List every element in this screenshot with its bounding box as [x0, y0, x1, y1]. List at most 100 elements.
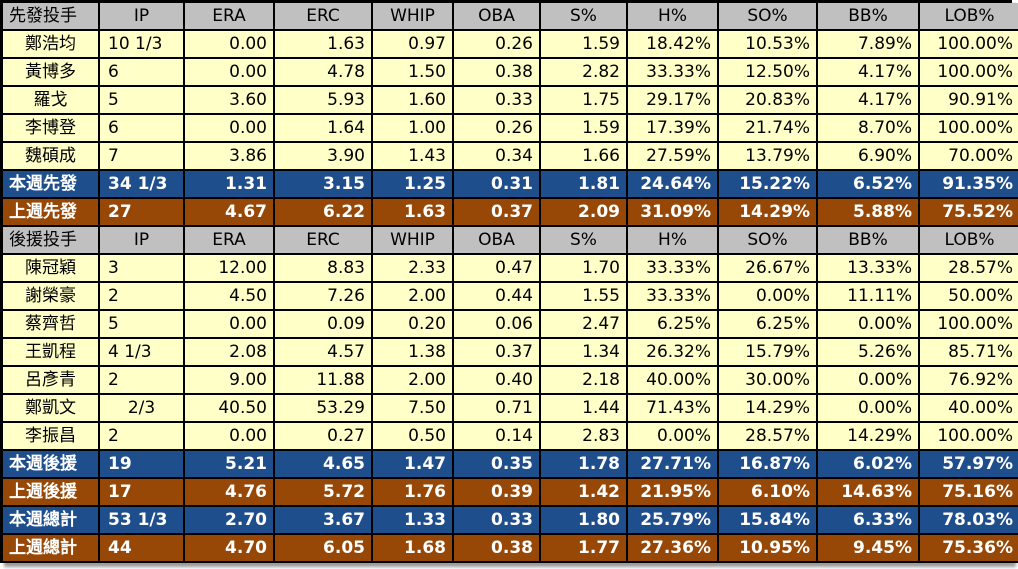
stat-cell-lob: 50.00% [920, 283, 1018, 311]
stat-cell-ip: 3 [100, 255, 185, 283]
stat-cell-so: 14.29% [719, 199, 818, 227]
column-header: IP [100, 3, 185, 31]
table-row: 李振昌 2 0.00 0.27 0.50 0.14 2.83 0.00% 28.57% 14.29… [3, 423, 1018, 451]
stat-cell-era: 5.21 [185, 451, 275, 479]
stat-cell-oba: 0.33 [454, 87, 541, 115]
row-label: 黃博多 [3, 59, 100, 87]
stat-cell-ip: 44 [100, 535, 185, 563]
table-row: 呂彥青 2 9.00 11.88 2.00 0.40 2.18 40.00% 30.00% 0.0… [3, 367, 1018, 395]
stat-cell-erc: 11.88 [275, 367, 373, 395]
stat-cell-so: 12.50% [719, 59, 818, 87]
stat-cell-era: 12.00 [185, 255, 275, 283]
stat-cell-h: 31.09% [628, 199, 719, 227]
stat-cell-h: 0.00% [628, 423, 719, 451]
row-label: 王凱程 [3, 339, 100, 367]
stat-cell-erc: 5.72 [275, 479, 373, 507]
stat-cell-s: 1.44 [541, 395, 628, 423]
stat-cell-s: 2.83 [541, 423, 628, 451]
stat-cell-bb: 0.00% [818, 367, 920, 395]
stat-cell-lob: 70.00% [920, 143, 1018, 171]
stat-cell-era: 2.08 [185, 339, 275, 367]
stat-cell-whip: 2.00 [373, 283, 454, 311]
stat-cell-oba: 0.31 [454, 171, 541, 199]
stat-cell-oba: 0.44 [454, 283, 541, 311]
stat-cell-lob: 76.92% [920, 367, 1018, 395]
row-label: 蔡齊哲 [3, 311, 100, 339]
stat-cell-so: 14.29% [719, 395, 818, 423]
stat-cell-whip: 1.50 [373, 59, 454, 87]
stat-cell-bb: 6.02% [818, 451, 920, 479]
stat-cell-whip: 0.97 [373, 31, 454, 59]
stat-cell-lob: 75.36% [920, 535, 1018, 563]
column-header: OBA [454, 3, 541, 31]
stat-cell-bb: 0.00% [818, 395, 920, 423]
row-label: 李振昌 [3, 423, 100, 451]
stat-cell-bb: 5.26% [818, 339, 920, 367]
stat-cell-whip: 1.38 [373, 339, 454, 367]
table-row: 鄭凱文 2/3 40.50 53.29 7.50 0.71 1.44 71.43% 14.29%… [3, 395, 1018, 423]
stat-cell-oba: 0.26 [454, 31, 541, 59]
stat-cell-bb: 4.17% [818, 87, 920, 115]
stat-cell-bb: 13.33% [818, 255, 920, 283]
row-label: 本週後援 [3, 451, 100, 479]
stat-cell-erc: 4.57 [275, 339, 373, 367]
stat-cell-whip: 1.76 [373, 479, 454, 507]
stat-cell-ip: 17 [100, 479, 185, 507]
stat-cell-oba: 0.40 [454, 367, 541, 395]
stat-cell-h: 33.33% [628, 283, 719, 311]
stat-cell-ip: 4 1/3 [100, 339, 185, 367]
stat-cell-bb: 0.00% [818, 311, 920, 339]
stat-cell-lob: 85.71% [920, 339, 1018, 367]
stat-cell-so: 13.79% [719, 143, 818, 171]
column-header: ERC [275, 227, 373, 255]
stat-cell-erc: 5.93 [275, 87, 373, 115]
stat-cell-so: 6.10% [719, 479, 818, 507]
stat-cell-era: 0.00 [185, 311, 275, 339]
stat-cell-era: 4.50 [185, 283, 275, 311]
stat-cell-so: 30.00% [719, 367, 818, 395]
stat-cell-so: 15.22% [719, 171, 818, 199]
stat-cell-era: 4.67 [185, 199, 275, 227]
row-label: 上週總計 [3, 535, 100, 563]
stat-cell-bb: 4.17% [818, 59, 920, 87]
stat-cell-so: 26.67% [719, 255, 818, 283]
stat-cell-whip: 1.25 [373, 171, 454, 199]
stat-cell-h: 17.39% [628, 115, 719, 143]
column-header: IP [100, 227, 185, 255]
stat-cell-era: 4.76 [185, 479, 275, 507]
stat-cell-oba: 0.06 [454, 311, 541, 339]
stat-cell-erc: 0.09 [275, 311, 373, 339]
stat-cell-oba: 0.38 [454, 59, 541, 87]
stat-cell-era: 0.00 [185, 423, 275, 451]
stat-cell-era: 0.00 [185, 115, 275, 143]
row-label: 呂彥青 [3, 367, 100, 395]
stat-cell-ip: 2/3 [100, 395, 185, 423]
stat-cell-ip: 5 [100, 311, 185, 339]
stat-cell-h: 24.64% [628, 171, 719, 199]
table-row: 王凱程 4 1/3 2.08 4.57 1.38 0.37 1.34 26.32% 15.79%… [3, 339, 1018, 367]
stat-cell-erc: 53.29 [275, 395, 373, 423]
column-header: LOB% [920, 227, 1018, 255]
stat-cell-bb: 7.89% [818, 31, 920, 59]
stat-cell-whip: 1.00 [373, 115, 454, 143]
row-label: 陳冠穎 [3, 255, 100, 283]
column-header: WHIP [373, 227, 454, 255]
row-label: 魏碩成 [3, 143, 100, 171]
stat-cell-s: 2.47 [541, 311, 628, 339]
stat-cell-bb: 11.11% [818, 283, 920, 311]
stat-cell-h: 26.32% [628, 339, 719, 367]
stat-cell-era: 1.31 [185, 171, 275, 199]
table-row: 蔡齊哲 5 0.00 0.09 0.20 0.06 2.47 6.25% 6.25% 0.00% 1… [3, 311, 1018, 339]
row-label: 謝榮豪 [3, 283, 100, 311]
stat-cell-erc: 0.27 [275, 423, 373, 451]
stat-cell-lob: 100.00% [920, 59, 1018, 87]
stat-cell-oba: 0.39 [454, 479, 541, 507]
stat-cell-lob: 90.91% [920, 87, 1018, 115]
stat-cell-lob: 75.52% [920, 199, 1018, 227]
stat-cell-erc: 3.15 [275, 171, 373, 199]
stat-cell-h: 27.59% [628, 143, 719, 171]
row-label: 上週先發 [3, 199, 100, 227]
column-header: H% [628, 3, 719, 31]
stat-cell-era: 0.00 [185, 59, 275, 87]
stat-cell-s: 2.09 [541, 199, 628, 227]
